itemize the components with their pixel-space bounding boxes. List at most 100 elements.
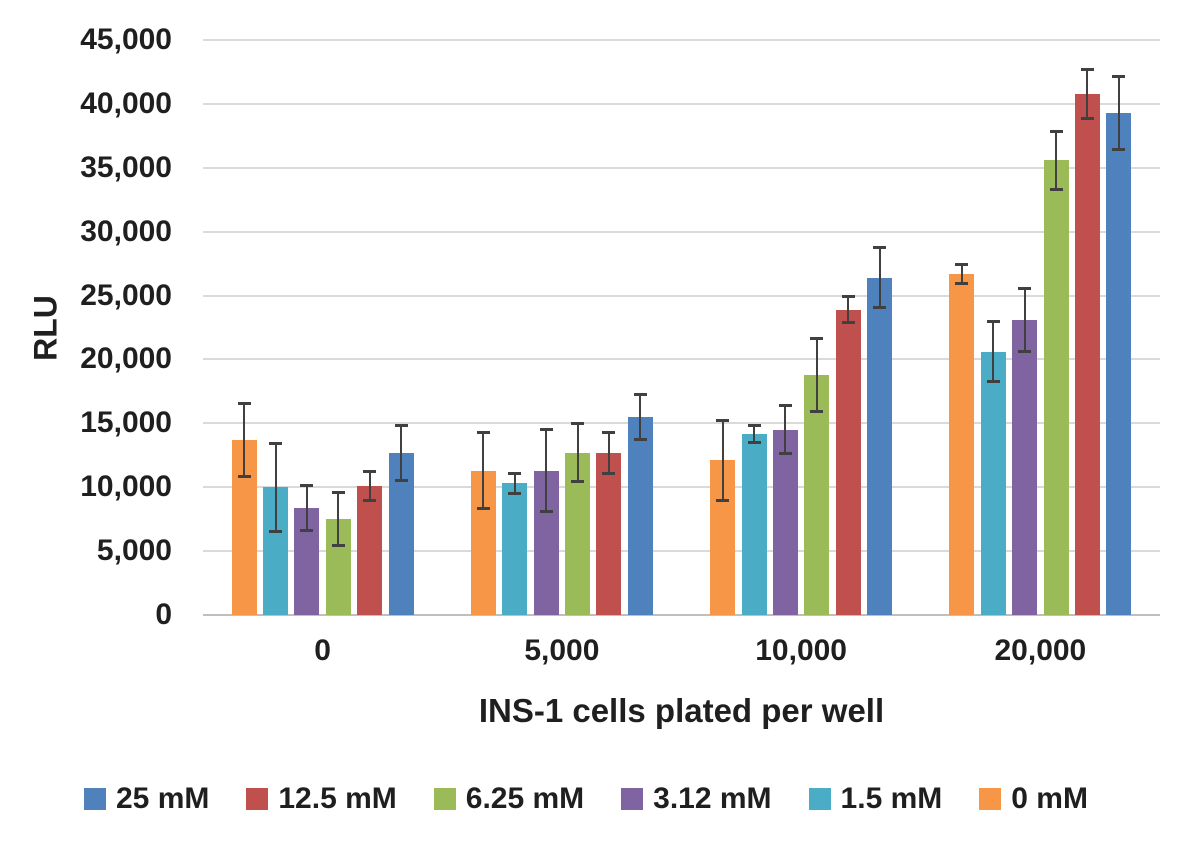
legend-item-0mM: 0 mM xyxy=(979,784,1088,814)
error-bar xyxy=(784,405,787,454)
error-bar-cap xyxy=(363,469,377,473)
error-bar-cap xyxy=(539,510,553,514)
legend-label: 1.5 mM xyxy=(840,782,943,815)
legend-item-3.12mM: 3.12 mM xyxy=(621,782,772,815)
y-tick-label: 0 xyxy=(155,598,172,631)
y-tick-label: 40,000 xyxy=(80,86,172,120)
legend-label: 6.25 mM xyxy=(465,782,585,815)
gridline xyxy=(203,358,1160,361)
bar-12.5mM-5000 xyxy=(596,452,622,615)
error-bar-cap xyxy=(1112,74,1126,78)
error-bar-cap xyxy=(1018,286,1032,290)
bar-0mM-20000 xyxy=(949,273,975,615)
bar-12.5mM-0 xyxy=(357,485,383,615)
error-bar xyxy=(878,247,881,309)
error-bar-cap xyxy=(237,475,251,478)
error-bar-cap xyxy=(778,404,792,408)
error-bar xyxy=(607,431,610,474)
error-bar xyxy=(513,472,516,495)
error-bar xyxy=(368,470,371,502)
y-tick-label: 15,000 xyxy=(80,406,172,440)
error-bar xyxy=(639,393,642,440)
error-bar-cap xyxy=(331,544,345,547)
bar-6.25mM-10000 xyxy=(804,374,830,615)
error-bar xyxy=(847,296,850,324)
error-bar xyxy=(337,492,340,546)
gridline xyxy=(203,294,1160,297)
y-tick-label: 5,000 xyxy=(96,534,172,568)
bar-3.12mM-20000 xyxy=(1012,319,1038,615)
error-bar xyxy=(992,321,995,383)
error-bar xyxy=(243,402,246,477)
error-bar-cap xyxy=(747,440,761,444)
gridline xyxy=(203,102,1160,105)
x-tick-label: 10,000 xyxy=(755,634,847,667)
legend-label: 0 mM xyxy=(1011,782,1088,815)
error-bar-cap xyxy=(539,428,553,432)
x-tick-label: 5,000 xyxy=(524,634,600,667)
legend-item-1.5mM: 1.5 mM xyxy=(808,782,943,815)
error-bar-cap xyxy=(955,282,969,286)
legend-swatch xyxy=(621,788,644,810)
error-bar-cap xyxy=(508,471,522,475)
legend-label: 12.5 mM xyxy=(278,782,397,815)
error-bar-cap xyxy=(716,499,730,503)
error-bar-cap xyxy=(810,409,824,413)
error-bar-cap xyxy=(873,246,887,249)
bar-25mM-10000 xyxy=(867,277,893,615)
error-bar-cap xyxy=(331,491,345,495)
error-bar-cap xyxy=(1049,129,1063,133)
error-bar xyxy=(721,419,724,502)
error-bar-cap xyxy=(602,471,616,475)
error-bar-cap xyxy=(269,529,283,533)
y-tick-label: 20,000 xyxy=(80,342,172,376)
bar-3.12mM-10000 xyxy=(772,429,798,615)
error-bar-cap xyxy=(476,431,490,435)
error-bar xyxy=(400,424,403,481)
error-bar xyxy=(1117,75,1120,150)
error-bar-cap xyxy=(633,437,647,441)
error-bar-cap xyxy=(571,422,585,426)
legend-swatch xyxy=(979,788,1002,810)
error-bar-cap xyxy=(633,392,647,396)
bar-1.5mM-10000 xyxy=(741,433,767,615)
bar-12.5mM-20000 xyxy=(1074,93,1100,615)
legend: 25 mM 12.5 mM 6.25 mM 3.12 mM 1.5 mM 0 mM xyxy=(84,784,1088,814)
legend-swatch xyxy=(433,788,456,810)
x-tick-label: 0 xyxy=(314,634,331,667)
y-tick-label: 10,000 xyxy=(80,470,172,504)
gridline xyxy=(203,39,1160,41)
error-bar-cap xyxy=(1049,187,1063,191)
legend-item-12.5mM: 12.5 mM xyxy=(246,782,397,815)
gridline xyxy=(203,550,1160,553)
gridline xyxy=(203,422,1160,425)
error-bar xyxy=(1086,68,1089,119)
legend-label: 3.12 mM xyxy=(653,782,772,815)
error-bar-cap xyxy=(602,430,616,434)
error-bar xyxy=(1023,287,1026,352)
gridline xyxy=(203,166,1160,169)
y-tick-label: 30,000 xyxy=(80,214,172,248)
error-bar-cap xyxy=(955,262,969,266)
error-bar xyxy=(960,263,963,285)
error-bar xyxy=(274,442,277,532)
bar-1.5mM-20000 xyxy=(980,351,1006,615)
bar-1.5mM-5000 xyxy=(502,483,528,615)
bar-25mM-5000 xyxy=(627,416,653,615)
bar-12.5mM-10000 xyxy=(835,309,861,615)
legend-item-25mM: 25 mM xyxy=(84,784,209,814)
legend-swatch xyxy=(246,788,269,810)
error-bar-cap xyxy=(810,336,824,340)
error-bar-cap xyxy=(571,480,585,484)
error-bar-cap xyxy=(476,506,490,510)
error-bar-cap xyxy=(841,295,855,299)
error-bar-cap xyxy=(778,452,792,455)
error-bar xyxy=(576,423,579,483)
legend-item-6.25mM: 6.25 mM xyxy=(433,782,585,815)
error-bar-cap xyxy=(508,492,522,496)
error-bar-cap xyxy=(300,483,314,487)
x-axis-line xyxy=(203,614,1160,616)
x-tick-label: 20,000 xyxy=(994,634,1087,667)
error-bar xyxy=(482,432,485,509)
